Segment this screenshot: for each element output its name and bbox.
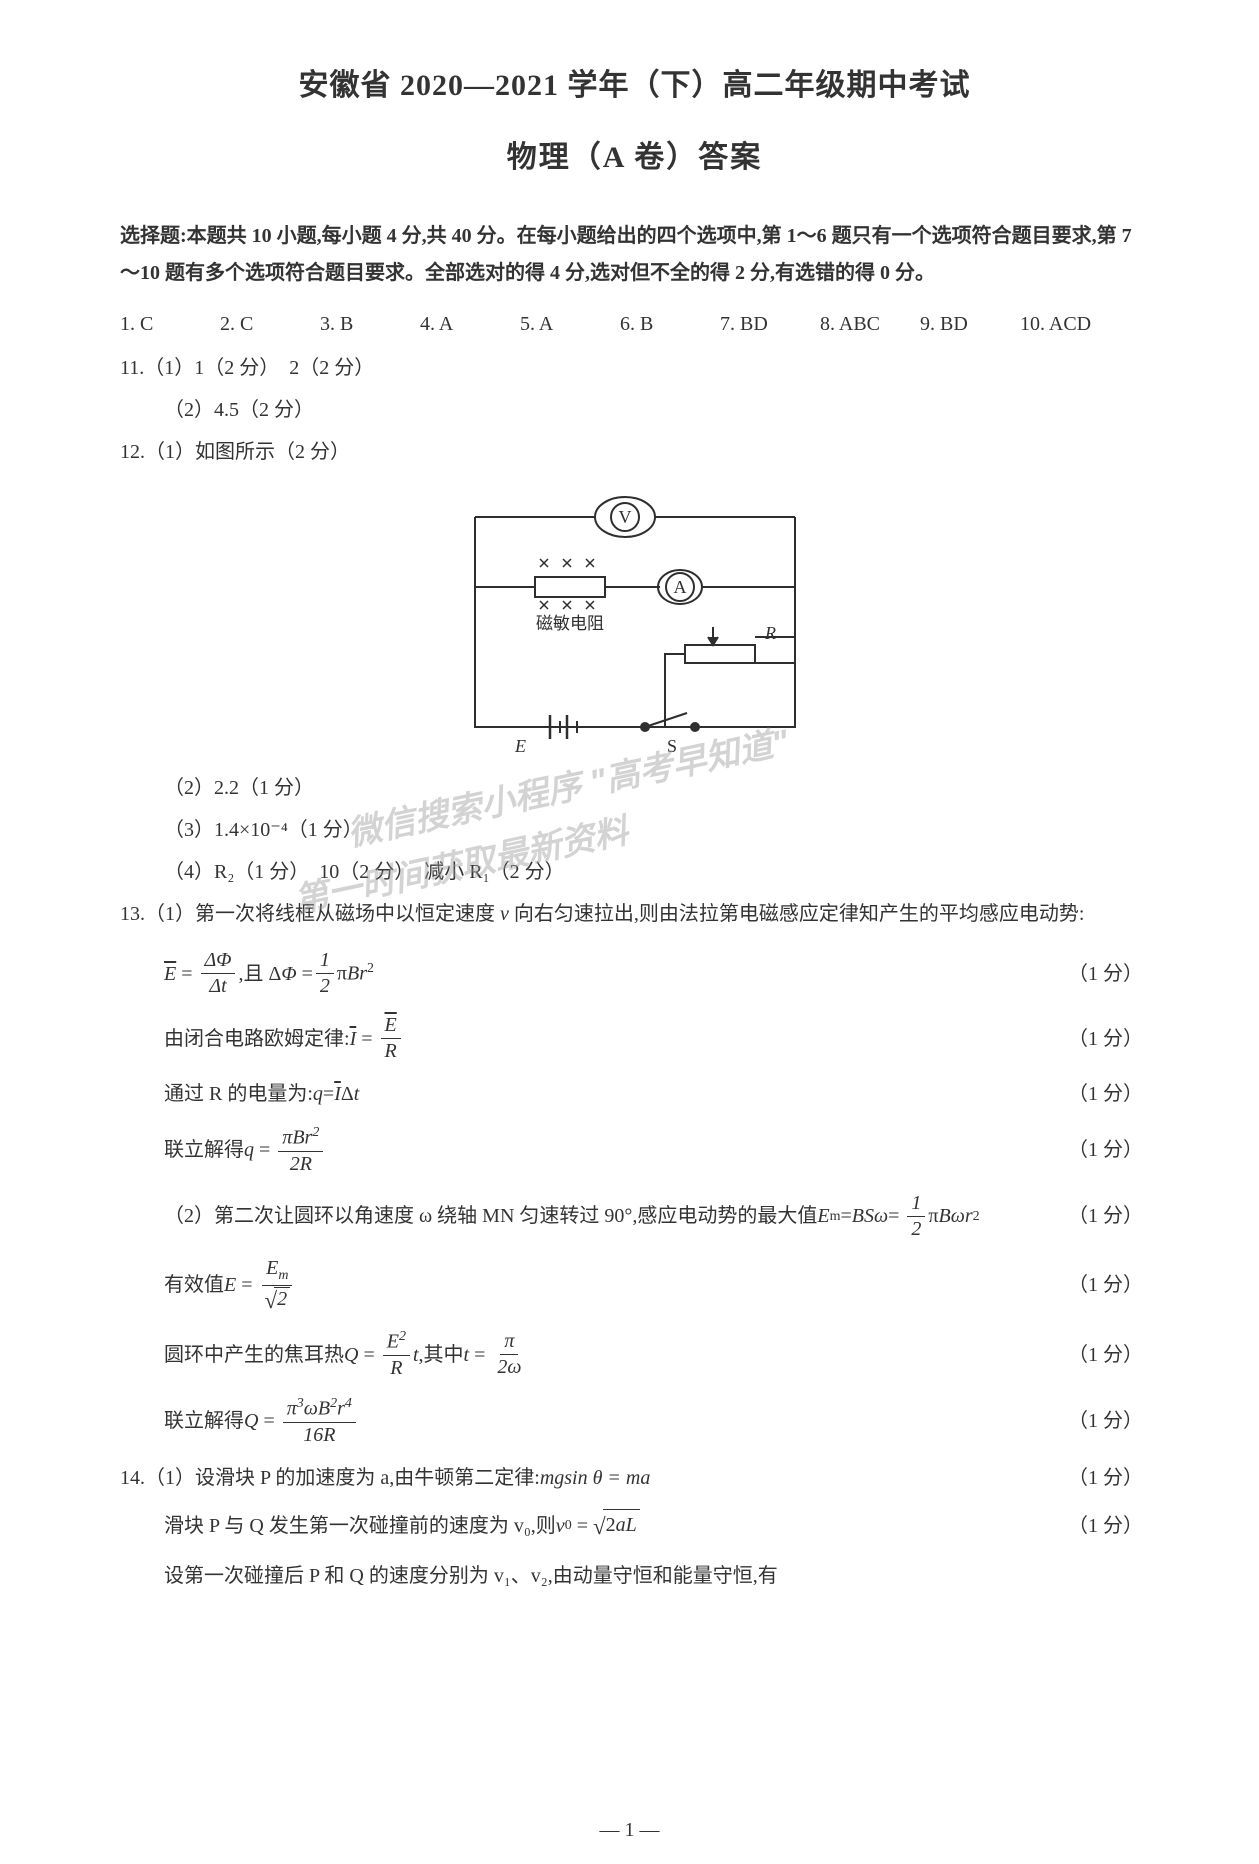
q13-p2-score: （1 分） bbox=[1068, 1201, 1149, 1231]
mc-answer-item: 2. C bbox=[220, 306, 320, 343]
q13-f6-score: （1 分） bbox=[1068, 1340, 1149, 1370]
mc-answers-row: 1. C2. C3. B4. A5. A6. B7. BD8. ABC9. BD… bbox=[120, 306, 1149, 343]
q13-f7-score: （1 分） bbox=[1068, 1406, 1149, 1436]
q13-formula-6: 圆环中产生的焦耳热 Q = E2R t ,其中 t = π2ω （1 分） bbox=[120, 1329, 1149, 1380]
q11-line1: 11.（1）1（2 分） 2（2 分） bbox=[120, 349, 1149, 387]
q13-f2-score: （1 分） bbox=[1068, 1024, 1149, 1054]
page-number: — 1 — bbox=[0, 1819, 1259, 1842]
q13-intro-post: 向右匀速拉出,则由法拉第电磁感应定律知产生的平均感应电动势: bbox=[509, 903, 1085, 925]
q13-f4-body: 联立解得 q = πBr22R bbox=[164, 1125, 326, 1176]
mc-answer-item: 9. BD bbox=[920, 306, 1020, 343]
q14-l2-body: 滑块 P 与 Q 发生第一次碰撞前的速度为 v₀,则 v0 = √2aL bbox=[164, 1509, 640, 1544]
q14-l1-body: 14.（1）设滑块 P 的加速度为 a,由牛顿第二定律: mgsin θ = m… bbox=[120, 1463, 650, 1493]
q13-f6-body: 圆环中产生的焦耳热 Q = E2R t ,其中 t = π2ω bbox=[164, 1329, 528, 1380]
q13-f4-pre: 联立解得 bbox=[164, 1135, 244, 1165]
q13-f4-score: （1 分） bbox=[1068, 1135, 1149, 1165]
q13-intro: 13.（1）第一次将线框从磁场中以恒定速度 v 向右匀速拉出,则由法拉第电磁感应… bbox=[120, 895, 1149, 933]
q13-f6-pre: 圆环中产生的焦耳热 bbox=[164, 1340, 344, 1370]
q13-f2-pre: 由闭合电路欧姆定律: bbox=[164, 1024, 350, 1054]
q13-formula-4: 联立解得 q = πBr22R （1 分） bbox=[120, 1125, 1149, 1176]
q12-line2: （2）2.2（1 分） bbox=[120, 769, 1149, 807]
mc-answer-item: 10. ACD bbox=[1020, 306, 1130, 343]
circuit-diagram: V A R E S 磁敏电阻 bbox=[455, 477, 815, 757]
q14-l2-pre: 滑块 P 与 Q 发生第一次碰撞前的速度为 v₀,则 bbox=[164, 1511, 556, 1541]
mc-answer-item: 1. C bbox=[120, 306, 220, 343]
q14-l1-pre: 14.（1）设滑块 P 的加速度为 a,由牛顿第二定律: bbox=[120, 1463, 540, 1493]
q13-f6-mid: ,其中 bbox=[419, 1340, 464, 1370]
circuit-label-s: S bbox=[667, 736, 677, 756]
q13-f3-score: （1 分） bbox=[1068, 1079, 1149, 1109]
q13-f5-score: （1 分） bbox=[1068, 1270, 1149, 1300]
q13-formula-1: E = ΔΦΔt ,且 ΔΦ = 12 πBr2 （1 分） bbox=[120, 949, 1149, 998]
q14-l1-eq: mgsin θ = ma bbox=[540, 1463, 651, 1493]
mc-answer-item: 6. B bbox=[620, 306, 720, 343]
q12-line3: （3）1.4×10⁻⁴（1 分） bbox=[120, 811, 1149, 849]
q13-part2: （2）第二次让圆环以角速度 ω 绕轴 MN 匀速转过 90°,感应电动势的最大值… bbox=[120, 1192, 1149, 1241]
q13-formula-5: 有效值 E = Em√2 （1 分） bbox=[120, 1257, 1149, 1314]
q13-p2-body: （2）第二次让圆环以角速度 ω 绕轴 MN 匀速转过 90°,感应电动势的最大值… bbox=[164, 1192, 980, 1241]
circuit-diagram-wrap: V A R E S 磁敏电阻 bbox=[120, 477, 1149, 757]
q12-line1: 12.（1）如图所示（2 分） bbox=[120, 433, 1149, 471]
q13-f3-pre: 通过 R 的电量为: bbox=[164, 1079, 313, 1109]
q13-f5-pre: 有效值 bbox=[164, 1270, 224, 1300]
instructions-text: 选择题:本题共 10 小题,每小题 4 分,共 40 分。在每小题给出的四个选项… bbox=[120, 218, 1149, 292]
q13-f2-body: 由闭合电路欧姆定律: I = ER bbox=[164, 1014, 404, 1063]
q13-intro-v: v bbox=[500, 903, 509, 925]
circuit-label-e: E bbox=[514, 736, 526, 756]
q13-f1-body: E = ΔΦΔt ,且 ΔΦ = 12 πBr2 bbox=[164, 949, 374, 998]
q13-f3-body: 通过 R 的电量为: q = IΔt bbox=[164, 1079, 359, 1109]
q14-l2-score: （1 分） bbox=[1068, 1511, 1149, 1541]
q14-line1: 14.（1）设滑块 P 的加速度为 a,由牛顿第二定律: mgsin θ = m… bbox=[120, 1463, 1149, 1493]
exam-title-sub: 物理（A 卷）答案 bbox=[120, 132, 1149, 176]
q13-p2-pre: （2）第二次让圆环以角速度 ω 绕轴 MN 匀速转过 90°,感应电动势的最大值 bbox=[164, 1201, 817, 1231]
q13-intro-pre: 13.（1）第一次将线框从磁场中以恒定速度 bbox=[120, 903, 500, 925]
q13-formula-2: 由闭合电路欧姆定律: I = ER （1 分） bbox=[120, 1014, 1149, 1063]
q13-formula-7: 联立解得 Q = π3ωB2r416R （1 分） bbox=[120, 1396, 1149, 1447]
q13-f7-pre: 联立解得 bbox=[164, 1406, 244, 1436]
q14-line2: 滑块 P 与 Q 发生第一次碰撞前的速度为 v₀,则 v0 = √2aL （1 … bbox=[120, 1509, 1149, 1544]
mc-answer-item: 7. BD bbox=[720, 306, 820, 343]
q11-line2: （2）4.5（2 分） bbox=[120, 391, 1149, 429]
q13-f1-score: （1 分） bbox=[1068, 959, 1149, 989]
q13-f5-body: 有效值 E = Em√2 bbox=[164, 1257, 297, 1314]
exam-title-main: 安徽省 2020—2021 学年（下）高二年级期中考试 bbox=[120, 60, 1149, 104]
q13-formula-3: 通过 R 的电量为: q = IΔt （1 分） bbox=[120, 1079, 1149, 1109]
q14-l1-score: （1 分） bbox=[1068, 1463, 1149, 1493]
q12-line4: （4）R₂（1 分） 10（2 分） 减小 R₁（2 分） bbox=[120, 853, 1149, 891]
circuit-label-v: V bbox=[618, 507, 631, 527]
circuit-label-a: A bbox=[673, 577, 686, 597]
q13-f7-body: 联立解得 Q = π3ωB2r416R bbox=[164, 1396, 359, 1447]
circuit-label-r: R bbox=[764, 623, 776, 643]
q14-line3: 设第一次碰撞后 P 和 Q 的速度分别为 v₁、v₂,由动量守恒和能量守恒,有 bbox=[120, 1557, 1149, 1595]
mc-answer-item: 8. ABC bbox=[820, 306, 920, 343]
mc-answer-item: 3. B bbox=[320, 306, 420, 343]
circuit-label-mag: 磁敏电阻 bbox=[536, 614, 604, 633]
mc-answer-item: 4. A bbox=[420, 306, 520, 343]
mc-answer-item: 5. A bbox=[520, 306, 620, 343]
